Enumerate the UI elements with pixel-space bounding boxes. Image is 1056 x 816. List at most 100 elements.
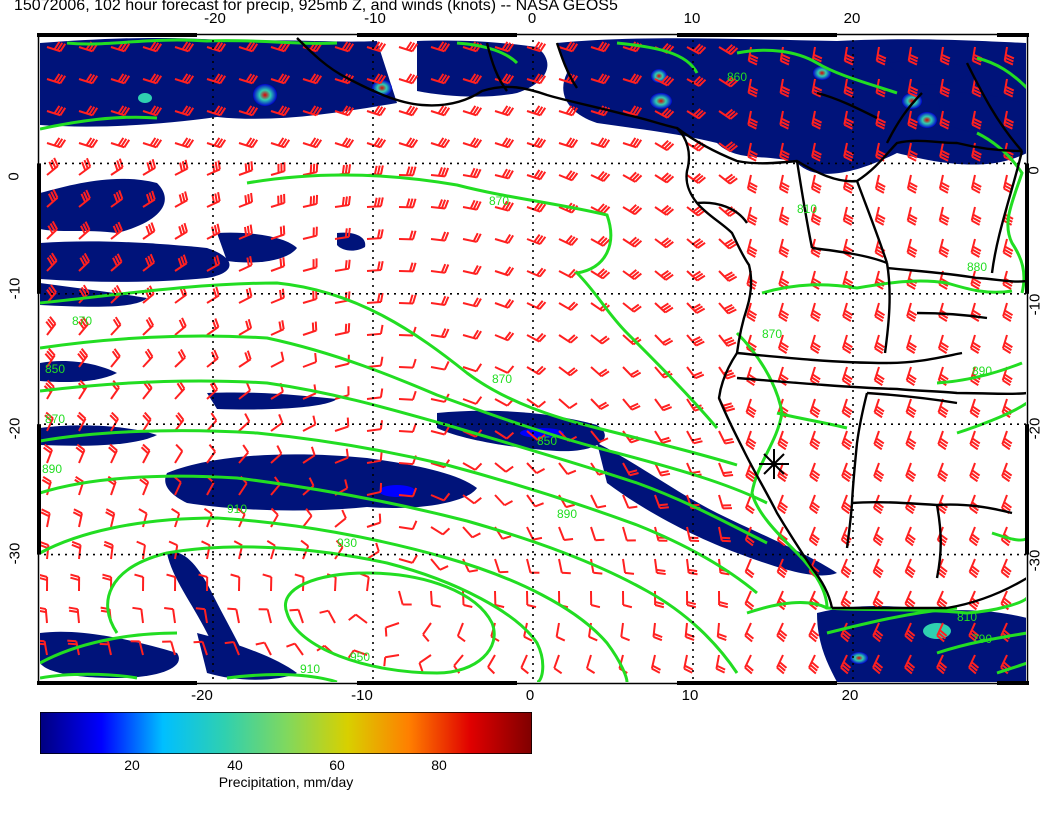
wind-barb: [238, 444, 250, 464]
wind-barb: [905, 334, 917, 355]
wind-barb: [1001, 462, 1013, 483]
wind-barb: [430, 295, 450, 306]
wind-barb: [686, 270, 706, 282]
lon-tick-label-top: -20: [204, 10, 226, 27]
wind-barb: [590, 366, 610, 378]
wind-barb: [555, 622, 566, 642]
wind-barb: [746, 206, 758, 226]
wind-barb: [366, 451, 383, 464]
wind-barb: [686, 334, 705, 347]
wind-barb: [808, 654, 820, 675]
contour-label: 870: [72, 314, 92, 328]
wind-barb: [270, 193, 286, 208]
contour-label: 930: [337, 536, 357, 550]
wind-barb: [778, 238, 790, 258]
lon-tick-label-bottom: 20: [841, 687, 859, 704]
wind-barb: [462, 363, 483, 373]
wind-barb: [494, 365, 515, 374]
wind-barb: [968, 622, 980, 643]
wind-barb: [654, 139, 675, 151]
wind-barb: [875, 46, 887, 66]
wind-barb: [174, 73, 195, 85]
wind-barb: [227, 607, 240, 624]
wind-barb: [78, 105, 99, 117]
wind-barb: [255, 641, 272, 656]
wind-barb: [430, 167, 450, 178]
precip-hotspots: [138, 66, 951, 664]
wind-barb: [270, 351, 285, 368]
wind-barb: [238, 41, 259, 53]
wind-barb: [970, 206, 982, 226]
wind-barb: [494, 462, 514, 473]
wind-barb: [40, 607, 48, 624]
wind-barb: [558, 105, 579, 117]
wind-barb: [422, 622, 432, 643]
wind-barb: [526, 462, 546, 475]
wind-barb: [622, 366, 642, 378]
wind-barb: [462, 494, 482, 505]
wind-barb: [686, 366, 705, 380]
wind-barb: [78, 137, 99, 149]
wind-barb: [779, 110, 791, 130]
wind-barb: [302, 415, 317, 432]
wind-barb: [43, 443, 53, 464]
lon-tick-label-top: 10: [683, 10, 701, 27]
wind-barb: [366, 292, 384, 304]
wind-barb: [174, 222, 188, 240]
lon-tick-label-bottom: 0: [525, 687, 535, 704]
wind-barb: [590, 170, 611, 182]
wind-barb: [334, 41, 355, 53]
wind-barb: [302, 290, 318, 304]
wind-barb: [654, 334, 674, 346]
wind-barb: [75, 443, 86, 464]
wind-barb: [494, 430, 515, 440]
wind-barb: [939, 46, 951, 66]
wind-barb: [520, 654, 529, 675]
wind-barb: [808, 526, 820, 547]
contour-label: 870: [45, 412, 65, 426]
wind-barb: [206, 444, 216, 464]
wind-barb: [224, 641, 240, 656]
wind-barb: [968, 526, 980, 547]
wind-barb: [238, 413, 251, 432]
wind-barb: [526, 590, 537, 609]
wind-barb: [384, 622, 400, 637]
wind-barb: [302, 137, 323, 149]
wind-barb: [46, 252, 58, 272]
wind-barb: [654, 237, 674, 249]
wind-barb: [462, 265, 482, 276]
map-border: [37, 33, 1029, 685]
wind-barb: [366, 105, 387, 117]
wind-barb: [206, 412, 218, 432]
wind-barb: [622, 590, 633, 609]
wind-barb: [40, 639, 48, 656]
wind-barb: [110, 137, 131, 149]
wind-barb: [971, 110, 983, 130]
wind-barb: [456, 622, 466, 643]
wind-barb: [398, 487, 418, 498]
wind-barb: [939, 78, 951, 98]
wind-barb: [142, 190, 156, 208]
wind-barb: [302, 258, 318, 272]
star-marker-icon: [759, 449, 789, 479]
wind-barb: [718, 494, 733, 510]
wind-barb: [494, 298, 515, 309]
wind-barb: [40, 508, 51, 528]
wind-barb: [462, 329, 482, 340]
wind-barb: [590, 105, 611, 117]
wind-barb: [319, 609, 336, 624]
wind-barb: [270, 105, 291, 117]
wind-barb: [938, 238, 950, 258]
wind-barb: [206, 192, 221, 208]
wind-barb: [430, 360, 450, 371]
latlon-grid: [40, 36, 1026, 682]
precip-colorbar: [39, 711, 533, 755]
wind-barb: [939, 110, 951, 130]
wind-barb: [622, 137, 643, 149]
wind-barb: [526, 233, 547, 246]
wind-barb: [718, 334, 737, 347]
wind-barb: [41, 476, 52, 496]
wind-barb: [398, 41, 419, 53]
wind-barb: [590, 41, 611, 53]
wind-barb: [904, 558, 916, 579]
